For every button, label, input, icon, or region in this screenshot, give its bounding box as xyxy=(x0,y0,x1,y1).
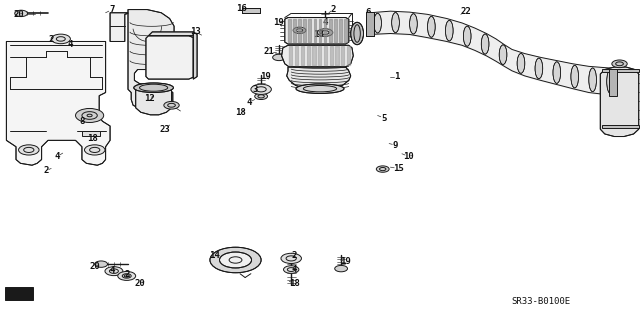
Ellipse shape xyxy=(296,84,344,93)
Ellipse shape xyxy=(410,14,417,34)
Polygon shape xyxy=(146,36,193,79)
Text: 5: 5 xyxy=(381,114,387,122)
Circle shape xyxy=(251,84,271,94)
Text: 4: 4 xyxy=(109,266,115,275)
Text: 7: 7 xyxy=(109,5,115,14)
Polygon shape xyxy=(287,67,351,89)
Circle shape xyxy=(612,60,627,68)
Circle shape xyxy=(255,93,268,100)
Text: 22: 22 xyxy=(461,7,471,16)
Ellipse shape xyxy=(499,45,507,64)
Circle shape xyxy=(15,10,28,17)
Text: 2: 2 xyxy=(330,5,335,14)
Text: 2: 2 xyxy=(49,35,54,44)
Bar xyxy=(242,8,260,13)
Text: 17: 17 xyxy=(621,101,631,110)
Text: 23: 23 xyxy=(160,125,170,134)
Circle shape xyxy=(84,145,105,155)
Text: 19: 19 xyxy=(273,18,284,27)
Circle shape xyxy=(273,54,285,61)
Circle shape xyxy=(164,101,179,109)
Ellipse shape xyxy=(535,58,543,79)
Polygon shape xyxy=(148,32,193,36)
Ellipse shape xyxy=(607,70,614,94)
Text: 11: 11 xyxy=(350,30,360,39)
Circle shape xyxy=(51,34,70,44)
Ellipse shape xyxy=(351,22,364,45)
Text: 4: 4 xyxy=(323,18,328,27)
Bar xyxy=(602,125,639,128)
Text: 21: 21 xyxy=(264,47,274,56)
Ellipse shape xyxy=(428,16,435,37)
Text: 10: 10 xyxy=(403,152,413,161)
Text: 9: 9 xyxy=(393,141,398,150)
Text: 2: 2 xyxy=(124,271,129,279)
Circle shape xyxy=(210,247,261,273)
Bar xyxy=(366,12,374,36)
Circle shape xyxy=(335,265,348,272)
Polygon shape xyxy=(600,67,639,137)
Polygon shape xyxy=(128,10,174,110)
Circle shape xyxy=(118,271,136,280)
Polygon shape xyxy=(110,13,128,41)
Text: 16: 16 xyxy=(237,4,247,13)
Ellipse shape xyxy=(553,62,561,83)
Bar xyxy=(366,12,374,36)
Text: 15: 15 xyxy=(393,164,403,173)
Circle shape xyxy=(220,252,252,268)
Polygon shape xyxy=(193,32,197,79)
Text: 4: 4 xyxy=(55,152,60,161)
Text: 20: 20 xyxy=(14,10,24,19)
Ellipse shape xyxy=(374,13,381,33)
Text: 4: 4 xyxy=(247,98,252,107)
Text: 18: 18 xyxy=(314,30,324,39)
Text: 1: 1 xyxy=(394,72,399,81)
Text: 13: 13 xyxy=(190,27,200,36)
Text: 12: 12 xyxy=(144,94,154,103)
Circle shape xyxy=(105,267,123,276)
Text: SR33-B0100E: SR33-B0100E xyxy=(511,297,570,306)
Text: 2: 2 xyxy=(44,166,49,175)
Bar xyxy=(602,69,639,72)
Text: 18: 18 xyxy=(289,279,300,288)
Text: 14: 14 xyxy=(209,251,220,260)
Ellipse shape xyxy=(571,65,579,88)
Ellipse shape xyxy=(392,12,399,33)
Circle shape xyxy=(317,29,333,36)
Text: 20: 20 xyxy=(134,279,145,288)
Text: 8: 8 xyxy=(79,117,84,126)
Circle shape xyxy=(95,261,108,267)
Circle shape xyxy=(76,108,104,122)
Polygon shape xyxy=(6,41,110,165)
Text: 2: 2 xyxy=(292,251,297,260)
Circle shape xyxy=(284,266,299,273)
Ellipse shape xyxy=(463,26,471,46)
Text: 4: 4 xyxy=(292,265,297,274)
Text: 6: 6 xyxy=(365,8,371,17)
Circle shape xyxy=(376,166,389,172)
Text: 18: 18 xyxy=(88,134,98,143)
Ellipse shape xyxy=(517,54,525,73)
Text: 3: 3 xyxy=(252,85,257,94)
Text: 19: 19 xyxy=(340,257,351,266)
Circle shape xyxy=(281,253,301,263)
Bar xyxy=(242,8,260,13)
Polygon shape xyxy=(5,287,33,300)
Ellipse shape xyxy=(134,83,173,93)
Circle shape xyxy=(293,27,306,33)
Ellipse shape xyxy=(445,20,453,41)
Text: 18: 18 xyxy=(235,108,245,117)
Text: FR.: FR. xyxy=(11,289,28,298)
Text: 20: 20 xyxy=(90,262,100,271)
Polygon shape xyxy=(136,89,172,115)
Text: 19: 19 xyxy=(260,72,271,81)
Ellipse shape xyxy=(481,34,489,54)
Polygon shape xyxy=(282,45,353,67)
Bar xyxy=(609,69,617,96)
Text: 4: 4 xyxy=(68,40,73,49)
Circle shape xyxy=(19,145,39,155)
Ellipse shape xyxy=(589,68,596,92)
Bar xyxy=(82,131,100,136)
Polygon shape xyxy=(285,18,349,44)
